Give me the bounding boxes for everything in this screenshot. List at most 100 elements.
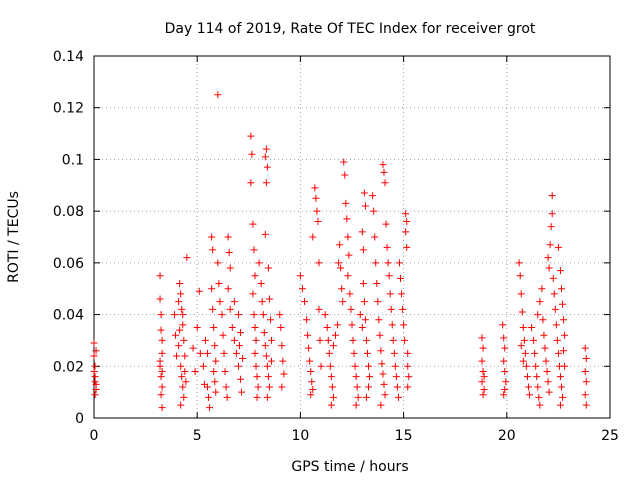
data-point-marker	[348, 321, 356, 329]
data-point-marker	[480, 373, 488, 381]
data-point-marker	[263, 163, 271, 171]
y-axis-label: ROTI / TECUs	[6, 191, 22, 283]
data-point-marker	[307, 367, 315, 375]
data-point-marker	[551, 305, 559, 313]
data-point-marker	[324, 336, 332, 344]
data-point-marker	[263, 362, 271, 370]
data-point-marker	[226, 264, 234, 272]
data-point-marker	[327, 401, 335, 409]
data-points	[90, 91, 590, 412]
data-point-marker	[90, 339, 98, 347]
data-point-marker	[189, 344, 197, 352]
data-point-marker	[362, 336, 370, 344]
data-point-marker	[230, 336, 238, 344]
data-point-marker	[224, 285, 232, 293]
data-point-marker	[265, 383, 273, 391]
data-point-marker	[381, 391, 389, 399]
x-tick-label: 10	[291, 428, 309, 444]
y-tick-label: 0.04	[53, 308, 84, 324]
data-point-marker	[277, 324, 285, 331]
data-point-marker	[179, 383, 187, 391]
data-point-marker	[325, 349, 333, 357]
data-point-marker	[358, 228, 366, 236]
data-point-marker	[327, 373, 335, 381]
data-point-marker	[209, 246, 217, 254]
data-point-marker	[371, 233, 379, 241]
data-point-marker	[304, 331, 312, 339]
data-point-marker	[556, 401, 564, 409]
data-point-marker	[261, 230, 269, 238]
x-tick-label: 20	[498, 428, 516, 444]
data-point-marker	[195, 287, 203, 295]
data-point-marker	[530, 336, 538, 344]
data-point-marker	[543, 367, 551, 375]
data-point-marker	[308, 378, 316, 386]
data-point-marker	[501, 367, 509, 375]
data-point-marker	[236, 342, 244, 350]
plot-frame	[93, 55, 611, 419]
data-point-marker	[254, 383, 262, 391]
data-point-marker	[405, 373, 413, 381]
data-point-marker	[478, 334, 486, 342]
data-point-marker	[237, 375, 245, 383]
data-point-marker	[375, 316, 383, 324]
data-point-marker	[252, 336, 260, 344]
data-point-marker	[369, 192, 377, 200]
data-point-marker	[212, 357, 220, 365]
data-point-marker	[479, 391, 487, 399]
x-tick-label: 15	[395, 428, 413, 444]
data-point-marker	[329, 393, 337, 401]
data-point-marker	[208, 233, 216, 241]
data-point-marker	[180, 336, 188, 344]
data-point-marker	[342, 199, 350, 207]
data-point-marker	[177, 401, 185, 409]
data-point-marker	[204, 349, 212, 357]
data-point-marker	[204, 383, 212, 391]
data-point-marker	[581, 344, 589, 352]
grid-lines	[94, 56, 610, 418]
data-point-marker	[581, 391, 589, 399]
data-point-marker	[156, 272, 164, 280]
data-point-marker	[372, 259, 380, 267]
data-point-marker	[341, 171, 349, 179]
data-point-marker	[264, 373, 272, 381]
data-point-marker	[480, 386, 488, 394]
data-point-marker	[183, 254, 191, 262]
data-point-marker	[345, 251, 353, 259]
data-point-marker	[532, 362, 540, 370]
data-point-marker	[230, 298, 238, 306]
data-point-marker	[376, 331, 384, 339]
data-point-marker	[157, 311, 165, 319]
data-point-marker	[560, 316, 568, 324]
data-point-marker	[158, 404, 166, 412]
data-point-marker	[251, 324, 259, 331]
data-point-marker	[313, 207, 321, 215]
data-point-marker	[349, 336, 357, 344]
data-point-marker	[209, 305, 217, 313]
data-point-marker	[182, 378, 190, 386]
data-point-marker	[257, 280, 265, 288]
data-point-marker	[178, 373, 186, 381]
data-point-marker	[340, 158, 348, 166]
data-point-marker	[501, 344, 509, 352]
data-point-marker	[402, 228, 410, 236]
y-tick-label: 0.12	[53, 101, 84, 117]
data-point-marker	[581, 367, 589, 375]
data-point-marker	[534, 383, 542, 391]
data-point-marker	[226, 305, 234, 313]
data-point-marker	[262, 179, 270, 187]
data-point-marker	[228, 324, 236, 331]
x-tick-label: 5	[193, 428, 202, 444]
data-point-marker	[582, 401, 590, 409]
data-point-marker	[91, 362, 99, 370]
data-point-marker	[179, 321, 187, 329]
data-point-marker	[557, 383, 565, 391]
data-point-marker	[179, 311, 187, 319]
data-point-marker	[249, 290, 257, 298]
data-point-marker	[250, 246, 258, 254]
data-point-marker	[362, 393, 370, 401]
data-point-marker	[361, 202, 369, 210]
data-point-marker	[90, 367, 98, 375]
data-point-marker	[582, 355, 590, 363]
data-point-marker	[360, 298, 368, 306]
